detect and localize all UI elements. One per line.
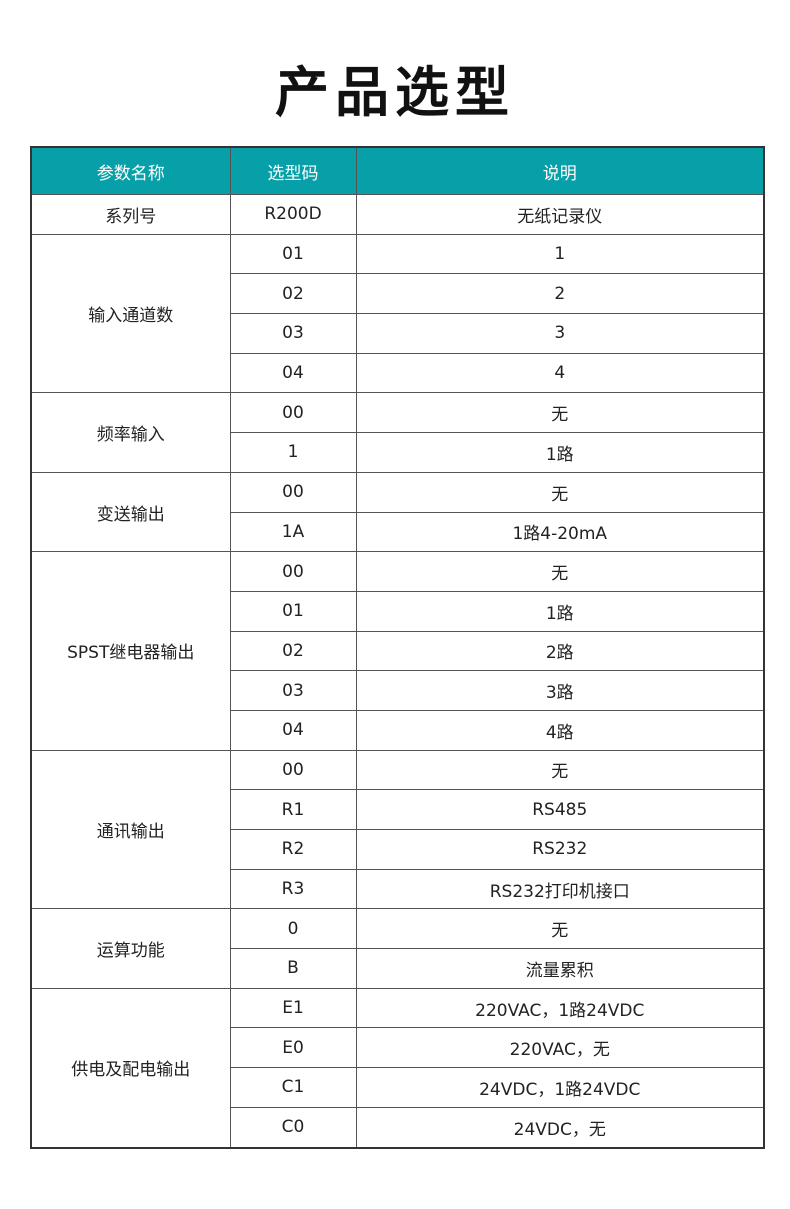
table-row: 频率输入 00 无 <box>30 392 765 473</box>
table-row: 输入通道数 01 1 <box>30 233 765 394</box>
code-cell: 1 <box>229 432 357 473</box>
desc-cell: 2路 <box>355 630 765 672</box>
code-cell: E1 <box>229 987 357 1029</box>
table-row: B 流量累积 <box>31 948 765 989</box>
code-cell: C1 <box>229 1067 357 1108</box>
selection-table: 参数名称 选型码 说明 系列号 R200D 无纸记录仪 输入通道数 01 1 02 2 03 3 0… <box>30 146 765 1149</box>
code-cell: 00 <box>229 749 357 791</box>
code-cell: E0 <box>229 1027 357 1069</box>
table-row: 系列号 R200D 无纸记录仪 <box>30 194 765 235</box>
code-cell: 02 <box>229 273 357 315</box>
page-title: 产品选型 <box>275 61 515 124</box>
desc-cell: 24VDC，1路24VDC <box>355 1067 765 1108</box>
header-desc: 说明 <box>355 146 765 195</box>
code-cell: 01 <box>229 233 357 275</box>
code-cell: 04 <box>229 352 357 394</box>
table-row: 变送输出 00 无 <box>30 471 765 553</box>
param-cell: 通讯输出 <box>30 749 231 910</box>
code-cell: 03 <box>229 313 357 354</box>
param-cell: 频率输入 <box>30 392 231 473</box>
header-row: 参数名称 选型码 说明 <box>30 146 765 195</box>
table-row: 通讯输出 00 无 <box>30 749 765 910</box>
desc-cell: 2 <box>355 273 765 315</box>
desc-cell: RS232 <box>355 829 765 870</box>
desc-cell: 3 <box>355 313 765 354</box>
code-cell: 04 <box>229 709 357 751</box>
table-row: 1 1路 <box>31 432 765 473</box>
desc-cell: 220VAC，1路24VDC <box>355 987 765 1029</box>
param-cell: 输入通道数 <box>30 233 231 394</box>
desc-cell: 1路4-20mA <box>355 511 765 553</box>
code-cell: 03 <box>229 670 357 711</box>
code-cell: R2 <box>229 829 357 870</box>
desc-cell: 3路 <box>355 670 765 711</box>
desc-cell: 无 <box>355 392 765 434</box>
code-cell: 01 <box>229 590 357 632</box>
code-cell: B <box>229 948 357 989</box>
code-cell: 1A <box>229 511 357 553</box>
code-cell: 0 <box>229 908 357 950</box>
desc-cell: 无 <box>355 749 765 791</box>
desc-cell: 4 <box>355 352 765 394</box>
table-row: R2 RS232 <box>31 829 765 870</box>
table-row: 03 3路 <box>31 670 765 711</box>
table-row: 运算功能 0 无 <box>30 908 765 989</box>
table-row: 01 1路 <box>31 590 765 632</box>
desc-cell: RS485 <box>355 789 765 830</box>
desc-cell: 无 <box>355 471 765 513</box>
code-cell: R200D <box>229 194 357 235</box>
code-cell: R1 <box>229 789 357 830</box>
table-row: E0 220VAC，无 <box>31 1027 765 1069</box>
desc-cell: 24VDC，无 <box>355 1106 765 1149</box>
header-param: 参数名称 <box>30 146 231 195</box>
header-code: 选型码 <box>229 146 357 195</box>
table-row: C0 24VDC，无 <box>31 1106 765 1149</box>
table-row: C1 24VDC，1路24VDC <box>31 1067 765 1108</box>
desc-cell: 1 <box>355 233 765 275</box>
table-row: 02 2 <box>31 273 765 315</box>
desc-cell: 4路 <box>355 709 765 751</box>
desc-cell: 无纸记录仪 <box>355 194 765 235</box>
table-row: 04 4 <box>31 352 765 394</box>
code-cell: 00 <box>229 471 357 513</box>
param-cell: 系列号 <box>30 194 231 235</box>
param-cell: SPST继电器输出 <box>30 551 231 751</box>
table-row: 04 4路 <box>31 709 765 751</box>
table-row: 供电及配电输出 E1 220VAC，1路24VDC <box>30 987 765 1149</box>
desc-cell: 220VAC，无 <box>355 1027 765 1069</box>
code-cell: 02 <box>229 630 357 672</box>
table-row: SPST继电器输出 00 无 <box>30 551 765 751</box>
param-cell: 变送输出 <box>30 471 231 553</box>
code-cell: 00 <box>229 392 357 434</box>
desc-cell: RS232打印机接口 <box>355 868 765 910</box>
code-cell: R3 <box>229 868 357 910</box>
desc-cell: 1路 <box>355 432 765 473</box>
param-cell: 运算功能 <box>30 908 231 989</box>
code-cell: 00 <box>229 551 357 592</box>
desc-cell: 无 <box>355 908 765 950</box>
desc-cell: 1路 <box>355 590 765 632</box>
table-row: R3 RS232打印机接口 <box>31 868 765 910</box>
desc-cell: 无 <box>355 551 765 592</box>
code-cell: C0 <box>229 1106 357 1149</box>
param-cell: 供电及配电输出 <box>30 987 231 1149</box>
desc-cell: 流量累积 <box>355 948 765 989</box>
table-row: 02 2路 <box>31 630 765 672</box>
